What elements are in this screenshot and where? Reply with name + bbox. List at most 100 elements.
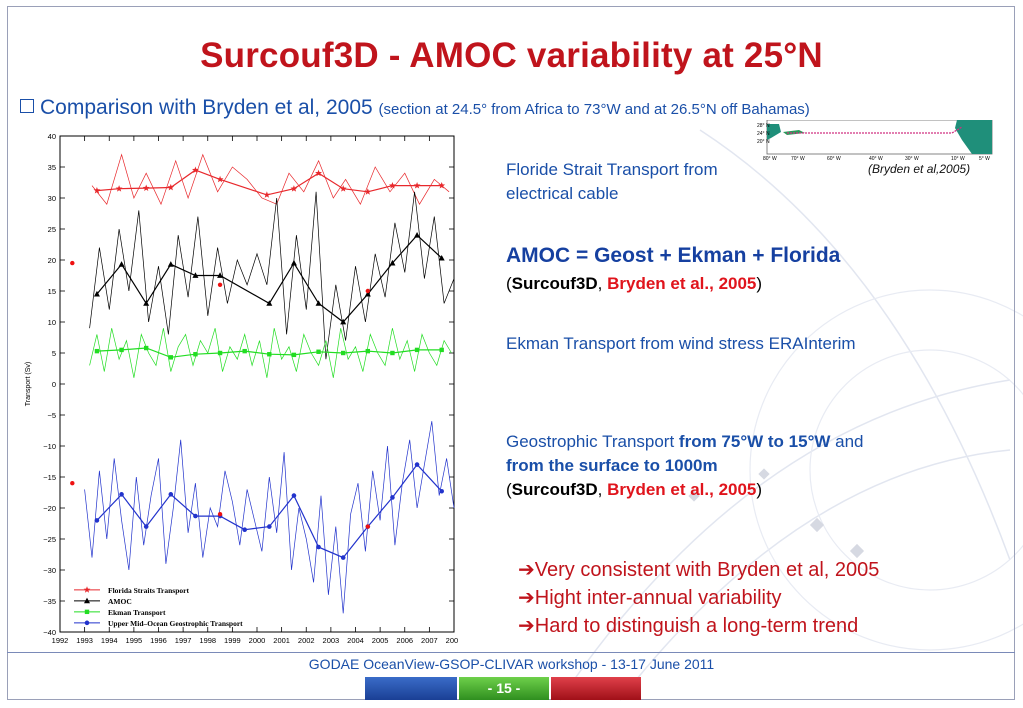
x-tick-label: 1995 <box>126 636 143 645</box>
chart-axes: 4035302520151050−5−10−15−20−25−30−35−401… <box>25 132 458 645</box>
surcouf-label: Surcouf3D <box>511 274 598 293</box>
circle-marker <box>390 495 395 500</box>
paren-open: ( <box>506 480 512 499</box>
series-group <box>93 232 445 325</box>
square-marker <box>193 352 198 357</box>
circle-marker <box>94 518 100 523</box>
circle-marker <box>414 462 420 467</box>
page-number: - 15 - <box>487 680 521 696</box>
slide-title: Surcouf3D - AMOC variability at 25°N <box>200 36 823 75</box>
square-marker <box>439 347 444 353</box>
x-tick-label: 2002 <box>298 636 315 645</box>
star-marker <box>142 184 150 191</box>
x-tick-label: 2003 <box>323 636 340 645</box>
circle-marker <box>316 544 321 550</box>
star-marker <box>263 191 271 198</box>
subtitle-detail: (section at 24.5° from Africa to 73°W an… <box>378 101 810 118</box>
triangle-marker <box>118 261 125 267</box>
square-marker <box>340 350 346 356</box>
footer-bar-blue <box>365 677 457 700</box>
x-tick-label: 2004 <box>347 636 364 645</box>
triangle-marker <box>192 272 199 278</box>
bryden-point <box>217 512 223 517</box>
square-marker <box>316 349 321 354</box>
star-marker <box>364 188 372 195</box>
triangle-marker <box>84 597 90 604</box>
conclusions: ➔Very consistent with Bryden et al, 2005… <box>518 556 879 640</box>
geo-text-3: and <box>830 432 864 451</box>
series-group <box>93 166 446 198</box>
square-marker <box>414 347 420 353</box>
x-tick-label: 1997 <box>175 636 192 645</box>
star-marker <box>438 182 446 189</box>
y-tick-label: 15 <box>48 287 56 296</box>
geo-text-4: from the surface to 1000m <box>506 456 718 475</box>
chart-legend: Florida Straits Transport AMOC Ekman Trans… <box>74 586 243 628</box>
map-lon-label: 40° W <box>869 156 883 162</box>
triangle-marker <box>340 318 347 325</box>
square-marker <box>390 350 395 356</box>
geo-text-2: from 75°W to 15°W <box>678 432 831 451</box>
amoc-chart: 4035302520151050−5−10−15−20−25−30−35−401… <box>18 128 458 650</box>
conclusion-item: ➔Hard to distinguish a long-term trend <box>518 615 859 637</box>
square-marker <box>168 355 174 360</box>
triangle-marker <box>438 254 445 261</box>
series-group <box>91 153 450 206</box>
bryden-point <box>70 481 75 486</box>
comma: , <box>597 480 608 499</box>
section-map: 28° N 24° N 20° N 80° W 70° W 60° W 40° … <box>757 120 993 162</box>
x-tick-label: 1992 <box>52 636 69 645</box>
geostrophic-annotation: Geostrophic Transport from 75°W to 15°W … <box>506 430 876 478</box>
chart-background <box>18 128 458 650</box>
geo-source: (Surcouf3D, Bryden et al., 2005) <box>506 480 762 500</box>
star-marker <box>339 185 347 192</box>
checkbox-bullet-icon <box>20 99 34 113</box>
series-group <box>94 462 444 560</box>
bryden-point <box>365 524 371 529</box>
legend-label: AMOC <box>108 597 132 606</box>
chart-series <box>70 153 455 614</box>
y-tick-label: 5 <box>52 349 56 358</box>
square-marker <box>267 352 272 357</box>
map-lon-label: 60° W <box>827 156 841 162</box>
star-marker <box>83 586 91 593</box>
series-line <box>96 234 443 323</box>
amoc-formula: AMOC = Geost + Ekman + Florida <box>506 244 841 267</box>
circle-marker <box>340 555 346 560</box>
square-marker <box>217 350 223 356</box>
bryden-point <box>217 282 223 287</box>
star-marker <box>216 175 224 183</box>
x-tick-label: 2007 <box>421 636 438 645</box>
legend-label: Ekman Transport <box>108 608 166 617</box>
series-line <box>96 169 442 196</box>
x-tick-label: 1994 <box>101 636 118 645</box>
square-marker <box>84 609 90 615</box>
x-tick-label: 1999 <box>224 636 241 645</box>
map-lon-label: 80° W <box>763 156 777 162</box>
map-lat-label: 28° N <box>757 123 770 129</box>
star-marker <box>115 185 123 192</box>
y-tick-label: 35 <box>48 163 56 172</box>
map-lon-label: 30° W <box>905 156 919 162</box>
florida-annotation: Floride Strait Transport from electrical… <box>506 160 718 203</box>
legend-label: Florida Straits Transport <box>108 586 189 595</box>
bryden-point <box>70 260 75 266</box>
star-marker <box>93 187 101 194</box>
y-tick-label: 25 <box>48 225 56 234</box>
square-marker <box>365 348 371 354</box>
square-marker <box>94 348 100 354</box>
paren-close: ) <box>756 480 763 499</box>
map-lat-label: 24° N <box>757 131 770 137</box>
triangle-marker <box>167 261 174 267</box>
triangle-marker <box>93 290 100 297</box>
circle-marker <box>267 524 272 529</box>
series-group <box>89 191 455 360</box>
series-group <box>94 345 444 360</box>
star-marker <box>167 183 175 191</box>
y-tick-label: 20 <box>48 256 56 265</box>
surcouf-label: Surcouf3D <box>511 480 598 499</box>
footer-divider <box>7 652 1015 653</box>
series-line <box>91 153 450 206</box>
triangle-marker <box>290 259 297 266</box>
